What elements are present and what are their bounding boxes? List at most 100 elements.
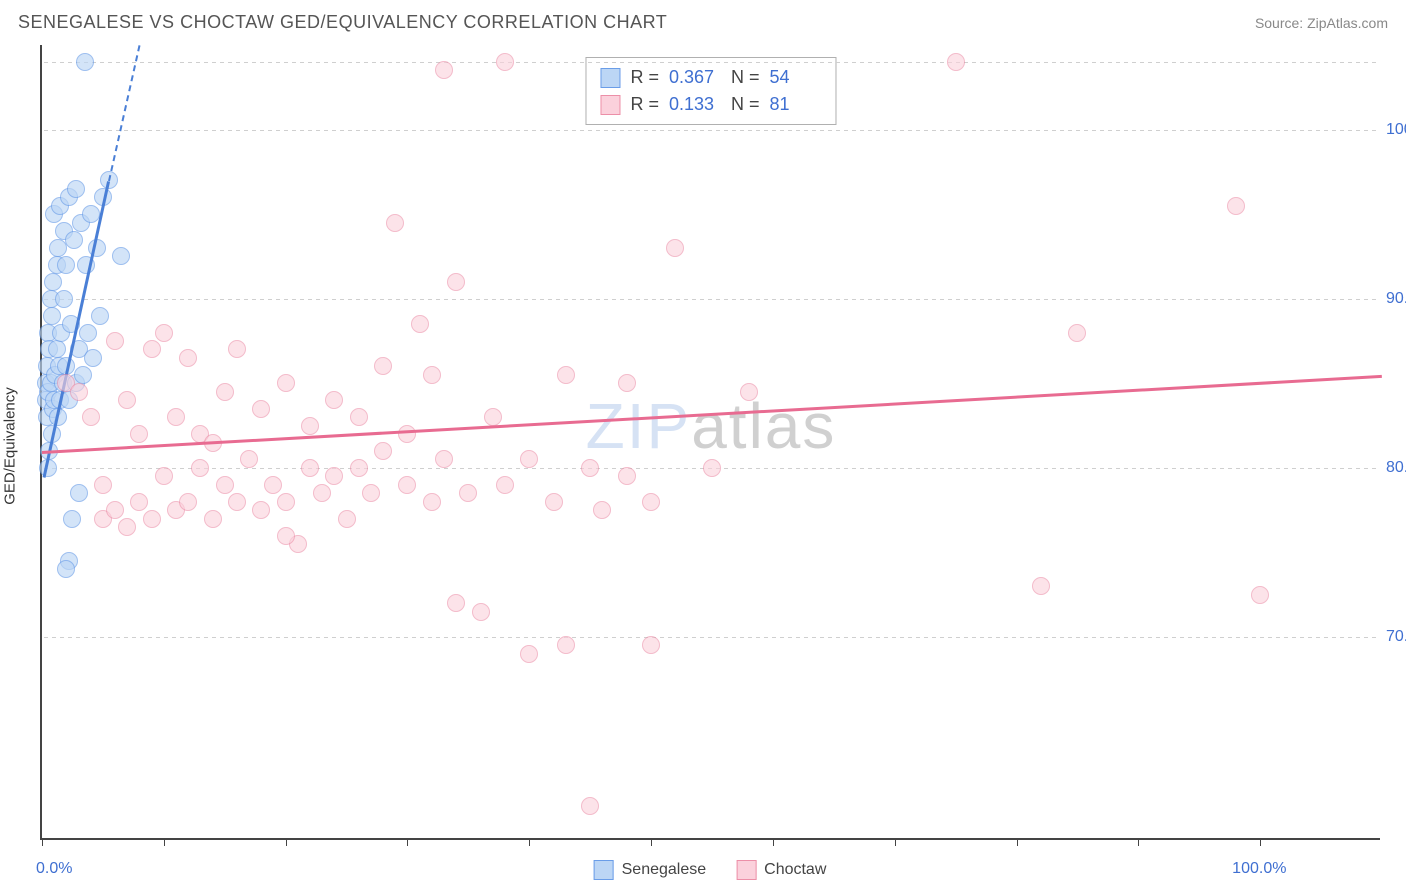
data-point-choctaw — [277, 493, 295, 511]
data-point-choctaw — [277, 527, 295, 545]
data-point-choctaw — [618, 374, 636, 392]
plot-area: ZIPatlas R = 0.367 N = 54 R = 0.133 N = … — [40, 45, 1380, 840]
stat-n-value-senegalese: 54 — [770, 64, 822, 91]
data-point-choctaw — [435, 61, 453, 79]
data-point-choctaw — [666, 239, 684, 257]
data-point-choctaw — [94, 476, 112, 494]
data-point-senegalese — [63, 510, 81, 528]
data-point-senegalese — [57, 560, 75, 578]
data-point-choctaw — [581, 797, 599, 815]
stats-legend-box: R = 0.367 N = 54 R = 0.133 N = 81 — [585, 57, 836, 125]
data-point-choctaw — [472, 603, 490, 621]
x-tick — [407, 838, 408, 846]
x-tick — [286, 838, 287, 846]
stat-r-label: R = — [630, 91, 659, 118]
x-tick — [42, 838, 43, 846]
data-point-senegalese — [91, 307, 109, 325]
gridline-h — [44, 637, 1380, 638]
data-point-choctaw — [435, 450, 453, 468]
data-point-choctaw — [459, 484, 477, 502]
data-point-senegalese — [48, 340, 66, 358]
data-point-choctaw — [240, 450, 258, 468]
data-point-senegalese — [49, 239, 67, 257]
y-axis-label: GED/Equivalency — [2, 387, 19, 505]
stat-n-label: N = — [731, 91, 760, 118]
data-point-choctaw — [447, 273, 465, 291]
data-point-choctaw — [362, 484, 380, 502]
x-tick — [1138, 838, 1139, 846]
x-tick — [164, 838, 165, 846]
data-point-senegalese — [84, 349, 102, 367]
stat-r-value-choctaw: 0.133 — [669, 91, 721, 118]
source-attribution: Source: ZipAtlas.com — [1255, 15, 1388, 31]
data-point-choctaw — [179, 349, 197, 367]
watermark-part2: atlas — [691, 390, 836, 462]
data-point-choctaw — [593, 501, 611, 519]
data-point-choctaw — [520, 450, 538, 468]
data-point-choctaw — [106, 501, 124, 519]
data-point-choctaw — [1227, 197, 1245, 215]
y-tick-label: 80.0% — [1386, 459, 1406, 477]
source-label: Source: — [1255, 15, 1307, 31]
data-point-choctaw — [557, 366, 575, 384]
data-point-choctaw — [82, 408, 100, 426]
data-point-senegalese — [74, 366, 92, 384]
data-point-senegalese — [44, 273, 62, 291]
data-point-choctaw — [325, 391, 343, 409]
data-point-senegalese — [65, 231, 83, 249]
swatch-senegalese — [600, 68, 620, 88]
gridline-h — [44, 299, 1380, 300]
data-point-choctaw — [496, 476, 514, 494]
trend-line-choctaw — [42, 375, 1382, 454]
legend-label-senegalese: Senegalese — [622, 861, 707, 879]
trend-line-dash-senegalese — [108, 46, 140, 182]
data-point-choctaw — [374, 357, 392, 375]
stat-n-value-choctaw: 81 — [770, 91, 822, 118]
data-point-choctaw — [1251, 586, 1269, 604]
data-point-choctaw — [179, 493, 197, 511]
data-point-senegalese — [82, 205, 100, 223]
data-point-choctaw — [411, 315, 429, 333]
swatch-choctaw — [600, 95, 620, 115]
stat-r-value-senegalese: 0.367 — [669, 64, 721, 91]
legend-swatch-choctaw — [736, 860, 756, 880]
legend-bottom: Senegalese Choctaw — [594, 860, 827, 880]
x-tick — [529, 838, 530, 846]
x-tick — [1017, 838, 1018, 846]
data-point-senegalese — [55, 290, 73, 308]
data-point-choctaw — [130, 425, 148, 443]
legend-swatch-senegalese — [594, 860, 614, 880]
data-point-choctaw — [301, 417, 319, 435]
watermark-part1: ZIP — [586, 390, 692, 462]
data-point-choctaw — [118, 518, 136, 536]
data-point-choctaw — [70, 383, 88, 401]
data-point-choctaw — [106, 332, 124, 350]
data-point-choctaw — [374, 442, 392, 460]
data-point-choctaw — [118, 391, 136, 409]
legend-label-choctaw: Choctaw — [764, 861, 826, 879]
y-tick-label: 70.0% — [1386, 628, 1406, 646]
chart-container: ZIPatlas R = 0.367 N = 54 R = 0.133 N = … — [40, 45, 1380, 840]
data-point-choctaw — [618, 467, 636, 485]
data-point-choctaw — [398, 425, 416, 443]
stats-row-senegalese: R = 0.367 N = 54 — [600, 64, 821, 91]
data-point-choctaw — [301, 459, 319, 477]
data-point-choctaw — [167, 408, 185, 426]
data-point-choctaw — [545, 493, 563, 511]
x-tick — [1260, 838, 1261, 846]
x-tick-label: 0.0% — [36, 860, 72, 878]
stats-row-choctaw: R = 0.133 N = 81 — [600, 91, 821, 118]
data-point-choctaw — [947, 53, 965, 71]
data-point-choctaw — [313, 484, 331, 502]
x-tick-label: 100.0% — [1232, 860, 1286, 878]
data-point-senegalese — [43, 307, 61, 325]
x-tick — [895, 838, 896, 846]
chart-title: SENEGALESE VS CHOCTAW GED/EQUIVALENCY CO… — [18, 12, 667, 33]
data-point-choctaw — [155, 467, 173, 485]
data-point-choctaw — [423, 493, 441, 511]
data-point-choctaw — [325, 467, 343, 485]
data-point-senegalese — [67, 180, 85, 198]
data-point-choctaw — [350, 459, 368, 477]
source-name: ZipAtlas.com — [1307, 15, 1388, 31]
gridline-h — [44, 130, 1380, 131]
